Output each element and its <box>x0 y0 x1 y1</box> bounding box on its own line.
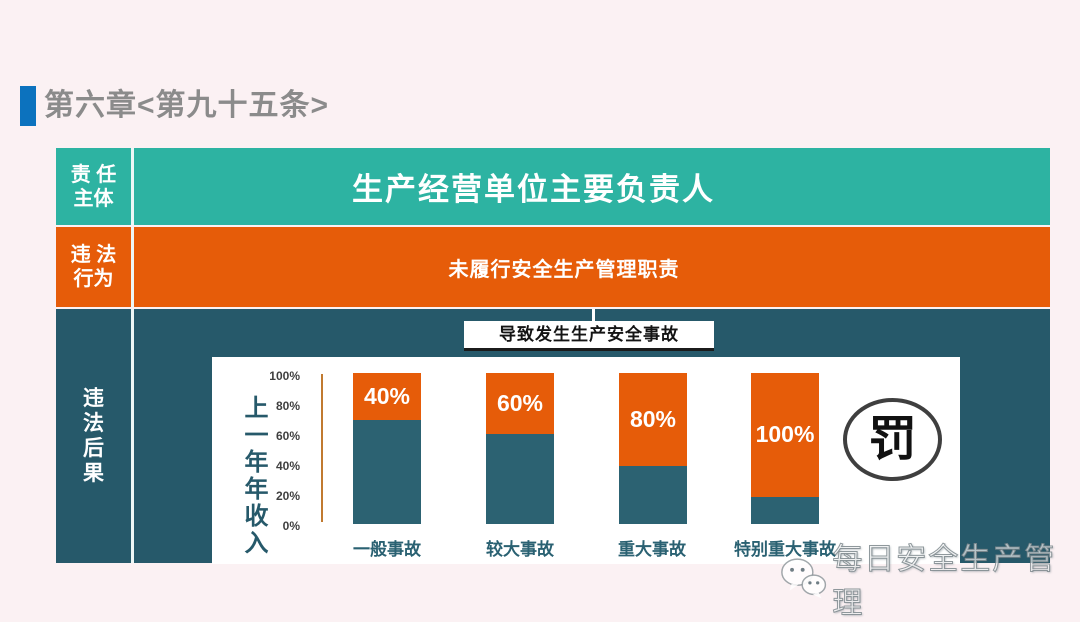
page-title: 第六章<第九十五条> <box>44 89 330 122</box>
bar-bottom-segment <box>353 419 421 524</box>
label-line: 主体 <box>73 187 114 210</box>
penalty-stamp: 罚 <box>843 398 942 481</box>
stacked-bar: 80% <box>619 373 687 524</box>
bar-category-label: 较大事故 <box>486 540 554 559</box>
y-tick: 80% <box>275 399 300 413</box>
bar-top-segment: 60% <box>486 373 554 434</box>
watermark-text: 每日安全生产管理 <box>832 543 1057 621</box>
violation-content: 未履行安全生产管理职责 <box>448 258 680 281</box>
chart-panel: 上一年年收入 100% 80% 60% 40% 20% 0% 40% <box>212 357 960 564</box>
bar-top-segment: 40% <box>353 373 421 420</box>
bar-category-label: 一般事故 <box>353 540 421 559</box>
bar-value-label: 100% <box>755 421 815 448</box>
label-line: 行为 <box>73 268 114 290</box>
penalty-char: 罚 <box>868 412 917 466</box>
bar-category-label: 重大事故 <box>618 540 686 559</box>
row-responsibility: 责 任 主体 生产经营单位主要负责人 <box>56 148 1050 225</box>
bar-value-label: 60% <box>496 390 544 416</box>
consequence-content: 导致发生生产安全事故 上一年年收入 100% 80% 60% 40% 20% 0… <box>134 309 1050 564</box>
bar-bottom-segment <box>619 466 687 524</box>
label-char: 后 <box>83 437 104 460</box>
responsibility-content: 生产经营单位主要负责人 <box>352 172 715 207</box>
bar-bottom-segment <box>751 496 819 524</box>
title-accent-bar <box>20 86 36 126</box>
row-label-consequence: 违 法 后 果 <box>56 309 134 563</box>
stacked-bar: 100% <box>751 373 819 524</box>
label-char: 果 <box>83 462 104 485</box>
connector-line <box>592 309 595 321</box>
watermark: 每日安全生产管理 <box>778 534 1080 622</box>
y-tick: 60% <box>275 429 300 443</box>
law-table: 责 任 主体 生产经营单位主要负责人 违 法 行为 未履行安全生产管理职责 违 … <box>56 148 1050 564</box>
label-char: 违 <box>83 387 104 410</box>
y-axis-ticks: 100% 80% 60% 40% 20% 0% <box>212 361 300 541</box>
label-line: 责 任 <box>70 163 117 186</box>
wechat-icon <box>781 558 827 599</box>
bar-top-segment: 80% <box>619 373 687 467</box>
bar-category-label: 特别重大事故 <box>734 540 836 559</box>
bar-bottom-segment <box>486 434 554 524</box>
y-axis-line <box>321 374 323 522</box>
y-tick: 20% <box>275 489 300 503</box>
y-tick: 100% <box>269 369 300 383</box>
bar-top-segment: 100% <box>751 373 819 497</box>
label-line: 违 法 <box>70 244 117 266</box>
y-tick: 40% <box>275 459 300 473</box>
row-label-responsibility: 责 任 主体 <box>56 148 134 225</box>
row-consequence: 违 法 后 果 导致发生生产安全事故 上一年年收入 100% 80% 60% 4… <box>56 309 1050 564</box>
bar-value-label: 40% <box>363 382 411 409</box>
bar-value-label: 80% <box>629 406 677 432</box>
label-char: 法 <box>83 412 104 435</box>
chart-title-box: 导致发生生产安全事故 <box>464 321 714 351</box>
stacked-bar: 40% <box>353 373 421 524</box>
y-tick: 0% <box>282 519 300 533</box>
row-violation: 违 法 行为 未履行安全生产管理职责 <box>56 227 1050 307</box>
row-label-violation: 违 法 行为 <box>56 227 134 307</box>
stacked-bar: 60% <box>486 373 554 524</box>
y-axis-label: 上一年年收入 <box>240 395 267 557</box>
